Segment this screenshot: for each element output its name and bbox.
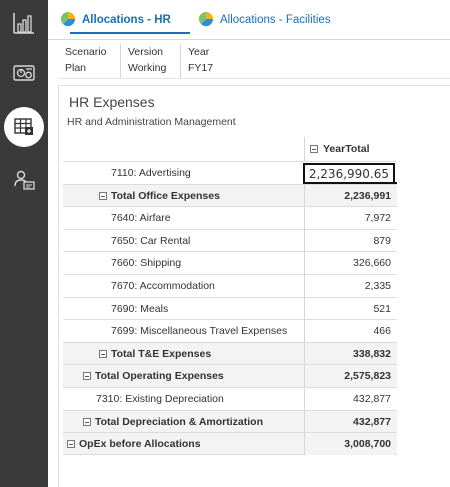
left-nav-sidebar	[0, 0, 48, 487]
row-label: 7670: Accommodation	[111, 279, 215, 292]
table-row: OpEx before Allocations 3,008,700	[63, 432, 397, 456]
cell-value[interactable]: 2,335	[304, 274, 395, 297]
pov-value: Working	[128, 62, 167, 74]
cell-value: 338,832	[304, 342, 395, 365]
column-header-yeartotal[interactable]: YearTotal	[304, 137, 395, 161]
collapse-icon[interactable]	[83, 372, 91, 381]
cell-value[interactable]: 432,877	[304, 387, 395, 410]
table-row: 7310: Existing Depreciation 432,877	[63, 386, 397, 410]
table-row: 7699: Miscellaneous Travel Expenses 466	[63, 319, 397, 343]
row-label: 7110: Advertising	[111, 167, 191, 179]
form-subtitle: HR and Administration Management	[67, 116, 236, 128]
table-row: 7670: Accommodation 2,335	[63, 273, 397, 297]
row-label: 7660: Shipping	[111, 257, 182, 270]
point-of-view-bar: Scenario Plan Version Working Year FY17	[58, 41, 450, 79]
form-tab-bar: Allocations - HR Allocations - Facilitie…	[48, 0, 450, 40]
tab-allocations-hr[interactable]: Allocations - HR	[60, 0, 190, 40]
table-row: Total Depreciation & Amortization 432,87…	[63, 409, 397, 433]
table-row: Total Operating Expenses 2,575,823	[63, 364, 397, 388]
row-label-group[interactable]: OpEx before Allocations	[67, 433, 201, 455]
cell-input[interactable]: 2,236,990.65	[303, 163, 397, 186]
pov-value: Plan	[65, 62, 87, 74]
table-row: 7640: Airfare 7,972	[63, 206, 397, 230]
collapse-icon[interactable]	[83, 417, 91, 426]
pov-scenario[interactable]: Scenario Plan	[58, 44, 120, 78]
row-label: 7640: Airfare	[111, 212, 171, 225]
cell-value: 2,575,823	[304, 365, 395, 388]
row-label-group[interactable]: Total Depreciation & Amortization	[83, 411, 263, 433]
pov-value: FY17	[188, 62, 214, 74]
form-panel: HR Expenses HR and Administration Manage…	[58, 85, 450, 487]
table-row: Total Office Expenses 2,236,991	[63, 183, 397, 207]
table-row: 7660: Shipping 326,660	[63, 251, 397, 275]
tab-label: Allocations - HR	[82, 14, 171, 26]
cell-value[interactable]: 879	[304, 229, 395, 252]
pie-chart-icon	[60, 11, 76, 30]
cell-value: 2,236,991	[304, 184, 395, 207]
user-report-icon[interactable]	[4, 160, 44, 200]
row-label: 7690: Meals	[111, 302, 169, 315]
row-label: 7650: Car Rental	[111, 234, 191, 247]
row-label: 7699: Miscellaneous Travel Expenses	[111, 325, 288, 338]
pov-header: Scenario	[65, 46, 107, 58]
pov-year[interactable]: Year FY17	[180, 44, 240, 78]
row-label-group[interactable]: Total T&E Expenses	[99, 343, 211, 365]
grid-header: YearTotal	[63, 137, 397, 161]
collapse-icon[interactable]	[67, 440, 75, 449]
pov-header: Version	[128, 46, 164, 58]
collapse-icon[interactable]	[99, 191, 107, 200]
data-grid-icon[interactable]	[4, 107, 44, 147]
cell-value: 3,008,700	[304, 433, 395, 456]
form-title: HR Expenses	[69, 94, 155, 110]
pov-header: Year	[188, 46, 210, 58]
dashboard-icon[interactable]	[4, 53, 44, 93]
bar-chart-icon[interactable]	[4, 3, 44, 43]
table-row: Total T&E Expenses 338,832	[63, 341, 397, 365]
cell-value[interactable]: 7,972	[304, 207, 395, 230]
row-label-group[interactable]: Total Operating Expenses	[83, 365, 224, 387]
tab-label: Allocations - Facilities	[220, 14, 331, 26]
data-grid: YearTotal 7110: Advertising 2,236,990.65…	[63, 137, 397, 456]
collapse-icon[interactable]	[99, 349, 107, 358]
pie-chart-icon	[198, 11, 214, 30]
table-row: 7110: Advertising 2,236,990.65	[63, 161, 397, 186]
row-label: 7310: Existing Depreciation	[96, 392, 224, 405]
table-row: 7650: Car Rental 879	[63, 228, 397, 252]
cell-value[interactable]: 326,660	[304, 252, 395, 275]
cell-value[interactable]: 466	[304, 320, 395, 343]
pov-version[interactable]: Version Working	[120, 44, 180, 78]
column-header-label: YearTotal	[323, 143, 370, 155]
table-row: 7690: Meals 521	[63, 296, 397, 320]
tab-allocations-facilities[interactable]: Allocations - Facilities	[198, 0, 358, 40]
row-label-group[interactable]: Total Office Expenses	[99, 185, 220, 207]
cell-value[interactable]: 521	[304, 297, 395, 320]
collapse-icon[interactable]	[310, 145, 318, 153]
cell-value: 432,877	[304, 410, 395, 433]
